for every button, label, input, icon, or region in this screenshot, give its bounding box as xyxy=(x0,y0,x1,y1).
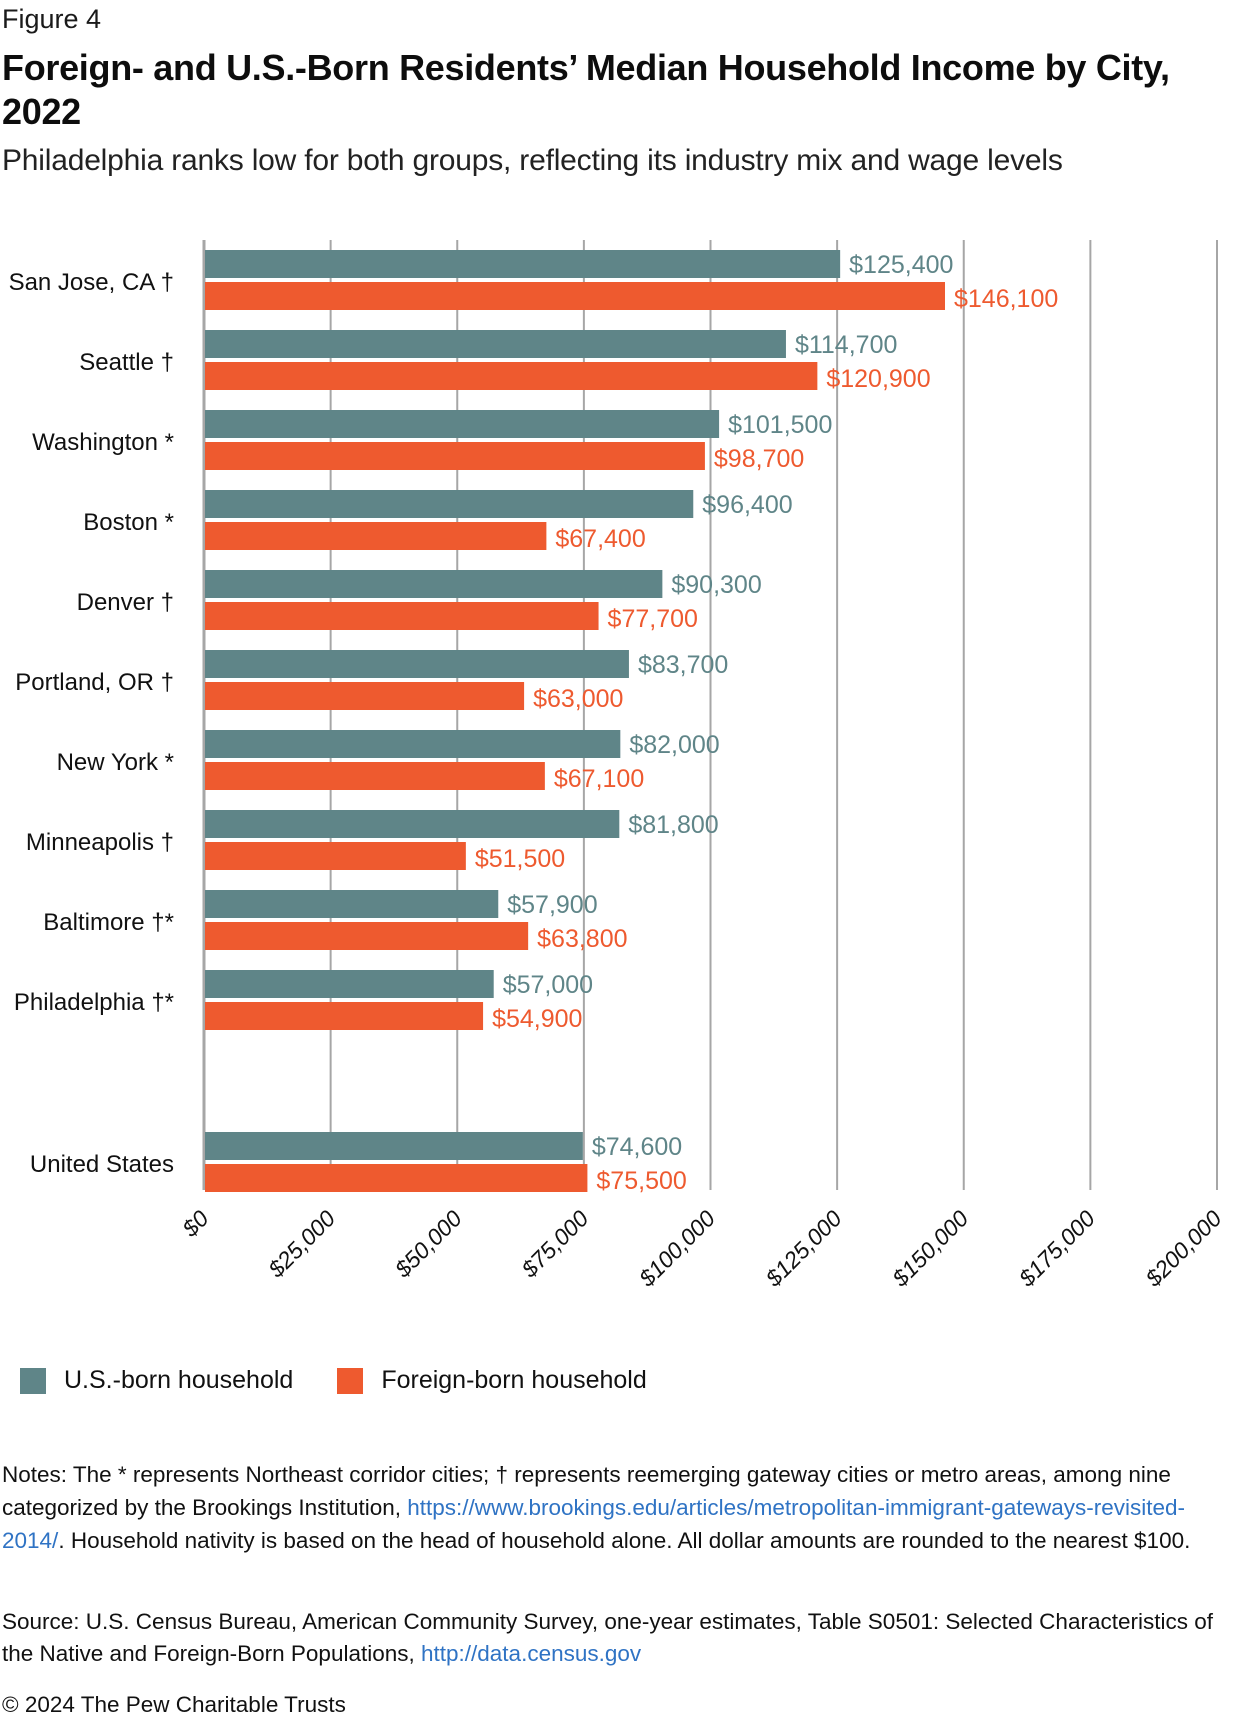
category-label: Portland, OR † xyxy=(15,669,174,696)
value-label-foreign-born: $98,700 xyxy=(714,445,804,473)
source-text: Source: U.S. Census Bureau, American Com… xyxy=(2,1609,1213,1666)
value-label-us-born: $83,700 xyxy=(638,651,728,679)
census-link[interactable]: http://data.census.gov xyxy=(421,1641,642,1666)
value-label-foreign-born: $120,900 xyxy=(826,365,930,393)
category-label: Denver † xyxy=(77,589,174,616)
bar-foreign-born xyxy=(205,282,945,310)
bar-foreign-born xyxy=(205,442,705,470)
category-label: Boston * xyxy=(83,509,174,536)
bar-us-born xyxy=(205,970,494,998)
category-label: New York * xyxy=(57,749,174,776)
bar-chart: San Jose, CA † Seattle † Washington * Bosto… xyxy=(9,240,1227,1292)
value-label-us-born: $90,300 xyxy=(671,571,761,599)
x-tick-label: $125,000 xyxy=(760,1205,847,1292)
category-label: Philadelphia †* xyxy=(14,989,174,1016)
legend-swatch-us-born xyxy=(20,1367,46,1394)
x-tick-label: $100,000 xyxy=(633,1205,720,1292)
gridlines xyxy=(202,240,1218,1190)
category-label: Washington * xyxy=(32,429,174,456)
x-tick-label: $150,000 xyxy=(886,1205,973,1292)
notes-text: Notes: The * represents Northeast corrid… xyxy=(2,1462,1171,1520)
copyright: © 2024 The Pew Charitable Trusts xyxy=(2,1692,346,1717)
notes: Notes: The * represents Northeast corrid… xyxy=(2,1458,1227,1557)
category-label: United States xyxy=(30,1151,174,1178)
bar-us-born xyxy=(205,490,694,518)
x-tick-label: $75,000 xyxy=(516,1205,594,1283)
value-label-us-born: $96,400 xyxy=(702,491,792,519)
value-label-foreign-born: $67,100 xyxy=(554,765,644,793)
value-label-us-born: $101,500 xyxy=(728,411,832,439)
legend-swatch-foreign-born xyxy=(337,1367,364,1394)
bar-us-born xyxy=(205,410,720,438)
legend: U.S.-born household Foreign-born househo… xyxy=(20,1366,691,1395)
category-label: Seattle † xyxy=(79,349,174,376)
bar-us-born xyxy=(205,890,499,918)
value-label-foreign-born: $63,800 xyxy=(537,925,627,953)
value-label-us-born: $74,600 xyxy=(592,1133,682,1161)
value-label-foreign-born: $146,100 xyxy=(954,285,1058,313)
bar-us-born xyxy=(205,810,620,838)
bar-foreign-born xyxy=(205,1002,484,1030)
value-label-us-born: $81,800 xyxy=(628,811,718,839)
legend-label-foreign-born: Foreign-born household xyxy=(381,1366,647,1394)
category-label: Minneapolis † xyxy=(26,829,174,856)
x-tick-label: $25,000 xyxy=(262,1205,340,1283)
bars xyxy=(205,250,945,1192)
value-label-us-born: $57,000 xyxy=(503,971,593,999)
value-label-foreign-born: $63,000 xyxy=(533,685,623,713)
value-label-us-born: $125,400 xyxy=(849,251,953,279)
value-label-foreign-born: $51,500 xyxy=(475,845,565,873)
value-label-us-born: $57,900 xyxy=(507,891,597,919)
notes-text-end: . Household nativity is based on the hea… xyxy=(58,1528,1191,1553)
bar-foreign-born xyxy=(205,762,545,790)
legend-item-foreign-born: Foreign-born household xyxy=(337,1366,647,1395)
bar-foreign-born xyxy=(205,922,529,950)
value-label-foreign-born: $67,400 xyxy=(555,525,645,553)
chart-subtitle: Philadelphia ranks low for both groups, … xyxy=(2,144,1063,177)
x-tick-label: $50,000 xyxy=(389,1205,467,1283)
x-tick-label: $175,000 xyxy=(1013,1205,1100,1292)
value-label-foreign-born: $54,900 xyxy=(492,1005,582,1033)
x-tick-label: $200,000 xyxy=(1140,1205,1227,1292)
bar-foreign-born xyxy=(205,1164,588,1192)
bar-us-born xyxy=(205,650,629,678)
value-label-us-born: $114,700 xyxy=(795,331,897,359)
bar-foreign-born xyxy=(205,682,525,710)
bar-us-born xyxy=(205,730,621,758)
chart-title: Foreign- and U.S.-Born Residents’ Median… xyxy=(2,47,1170,132)
value-label-foreign-born: $75,500 xyxy=(596,1167,686,1195)
category-label: San Jose, CA † xyxy=(9,269,174,296)
category-labels: San Jose, CA † Seattle † Washington * Bosto… xyxy=(9,269,174,1178)
bar-us-born xyxy=(205,250,841,278)
source: Source: U.S. Census Bureau, American Com… xyxy=(2,1606,1227,1670)
value-label-foreign-born: $77,700 xyxy=(608,605,698,633)
bar-foreign-born xyxy=(205,362,818,390)
legend-label-us-born: U.S.-born household xyxy=(64,1366,294,1394)
figure-label: Figure 4 xyxy=(2,4,102,34)
x-tick-label: $0 xyxy=(176,1205,213,1242)
value-labels: $125,400$146,100 $114,700 $120,900 $101,500… xyxy=(475,251,1058,1195)
bar-foreign-born xyxy=(205,602,599,630)
legend-item-us-born: U.S.-born household xyxy=(20,1366,293,1395)
bar-us-born xyxy=(205,1132,583,1160)
category-label: Baltimore †* xyxy=(43,909,174,936)
bar-us-born xyxy=(205,570,663,598)
bar-foreign-born xyxy=(205,842,466,870)
bar-foreign-born xyxy=(205,522,547,550)
value-label-us-born: $82,000 xyxy=(629,731,719,759)
x-axis-tick-labels: $0 $25,000 $50,000 $75,000 $100,000 $125,000 $… xyxy=(176,1205,1226,1292)
brookings-link[interactable]: https://www.brookings.edu/articles/metro… xyxy=(2,1495,1186,1553)
bar-us-born xyxy=(205,330,786,358)
